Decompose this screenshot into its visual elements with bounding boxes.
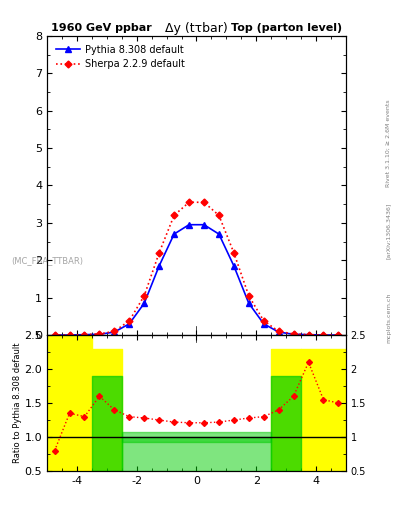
Sherpa 2.2.9 default [202,199,206,205]
Title: Δy (tτbar): Δy (tτbar) [165,22,228,35]
Text: Rivet 3.1.10; ≥ 2.6M events: Rivet 3.1.10; ≥ 2.6M events [386,99,391,187]
Pythia 8.308 default [157,263,162,269]
Pythia 8.308 default [187,222,191,228]
Pythia 8.308 default [67,332,72,338]
Pythia 8.308 default [261,321,266,327]
Pythia 8.308 default [336,332,341,338]
Pythia 8.308 default [82,332,87,338]
Pythia 8.308 default [202,222,206,228]
Sherpa 2.2.9 default [306,332,311,338]
Pythia 8.308 default [321,332,326,338]
Sherpa 2.2.9 default [52,332,57,338]
Sherpa 2.2.9 default [97,331,102,337]
Sherpa 2.2.9 default [336,332,341,338]
Pythia 8.308 default [172,231,176,237]
Y-axis label: Ratio to Pythia 8.308 default: Ratio to Pythia 8.308 default [13,343,22,463]
Pythia 8.308 default [217,231,221,237]
Text: [arXiv:1306.3436]: [arXiv:1306.3436] [386,202,391,259]
Pythia 8.308 default [52,332,57,338]
Pythia 8.308 default [97,331,102,337]
Pythia 8.308 default [142,300,147,306]
Sherpa 2.2.9 default [217,212,221,219]
Sherpa 2.2.9 default [172,212,176,219]
Sherpa 2.2.9 default [112,328,117,334]
Sherpa 2.2.9 default [187,199,191,205]
Sherpa 2.2.9 default [291,331,296,337]
Sherpa 2.2.9 default [246,293,251,299]
Sherpa 2.2.9 default [142,293,147,299]
Text: 1960 GeV ppbar: 1960 GeV ppbar [51,23,152,33]
Pythia 8.308 default [231,263,236,269]
Line: Sherpa 2.2.9 default: Sherpa 2.2.9 default [52,200,341,337]
Sherpa 2.2.9 default [231,250,236,256]
Sherpa 2.2.9 default [127,318,132,324]
Sherpa 2.2.9 default [276,328,281,334]
Pythia 8.308 default [112,329,117,335]
Pythia 8.308 default [276,329,281,335]
Sherpa 2.2.9 default [67,332,72,338]
Pythia 8.308 default [306,332,311,338]
Sherpa 2.2.9 default [261,318,266,324]
Pythia 8.308 default [291,331,296,337]
Text: mcplots.cern.ch: mcplots.cern.ch [386,292,391,343]
Text: (MC_FBA_TTBAR): (MC_FBA_TTBAR) [11,255,83,265]
Legend: Pythia 8.308 default, Sherpa 2.2.9 default: Pythia 8.308 default, Sherpa 2.2.9 defau… [52,40,189,73]
Pythia 8.308 default [246,300,251,306]
Sherpa 2.2.9 default [82,332,87,338]
Line: Pythia 8.308 default: Pythia 8.308 default [52,222,341,338]
Sherpa 2.2.9 default [157,250,162,256]
Sherpa 2.2.9 default [321,332,326,338]
Pythia 8.308 default [127,321,132,327]
Text: Top (parton level): Top (parton level) [231,23,342,33]
